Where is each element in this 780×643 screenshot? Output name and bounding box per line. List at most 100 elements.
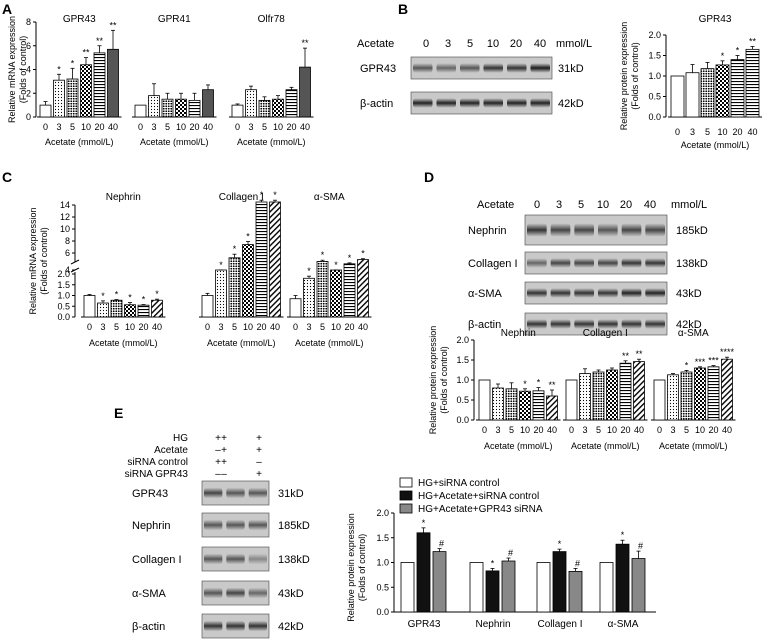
blot-band (621, 319, 642, 329)
y-tick-label: 0.5 (456, 395, 469, 405)
condition-mark: + (221, 457, 227, 468)
significance-mark: * (142, 295, 146, 305)
group-title: GPR41 (158, 14, 191, 25)
x-tick-label: 10 (243, 322, 253, 332)
significance-mark: * (348, 253, 352, 263)
x-tick-label: 0 (87, 322, 92, 332)
blot-kd-label: 185kD (278, 520, 310, 532)
bar (53, 79, 65, 118)
blot-band (226, 620, 245, 632)
y-axis-label-line: (Folds of control) (39, 227, 49, 295)
significance-mark: # (439, 539, 444, 549)
bar (228, 257, 241, 318)
blot-band (460, 98, 480, 108)
bar (39, 104, 52, 118)
legend-swatch (399, 503, 413, 514)
dose-unit: mmol/L (556, 38, 592, 50)
bar (289, 298, 302, 318)
significance-mark: * (537, 378, 541, 388)
x-axis-label: Acetate (mmol/L) (237, 137, 306, 147)
bar (416, 532, 431, 613)
significance-mark: * (219, 260, 223, 270)
dose-label: 10 (487, 38, 499, 50)
blot-kd-label: 138kD (676, 258, 708, 270)
bar (134, 104, 147, 118)
blot-band (598, 319, 618, 329)
bar (400, 562, 415, 613)
significance-mark: * (422, 518, 426, 528)
x-tick-label: 40 (634, 425, 644, 435)
significance-mark: * (233, 244, 237, 254)
y-axis-label-line: (Folds of control) (357, 534, 367, 602)
y-tick-label: 1.0 (648, 71, 661, 81)
x-tick-label: 3 (582, 425, 587, 435)
x-tick-label: 5 (320, 322, 325, 332)
significance-mark: * (621, 530, 625, 540)
blot-header: Acetate (357, 38, 394, 50)
blot-band (574, 319, 594, 329)
group-title: GPR43 (63, 14, 96, 25)
blot-row-label: Nephrin (468, 225, 507, 237)
blot-header: Acetate (477, 199, 514, 211)
bar (285, 89, 298, 118)
y-axis-label: Relative mRNA expression(Folds of contro… (28, 207, 49, 314)
y-tick-label: 2.0 (456, 335, 469, 345)
y-tick-label: 14 (60, 200, 70, 210)
condition-label: siRNA GPR43 (125, 469, 189, 480)
blot-kd-label: 42kD (278, 621, 304, 633)
x-tick-label: 5 (114, 322, 119, 332)
bar (357, 259, 369, 318)
x-tick-label: 0 (43, 122, 48, 132)
x-tick-label: 20 (256, 322, 266, 332)
x-tick-label: 40 (152, 322, 162, 332)
chart-e: 0.0 0.5 1.0 1.5 2.0 Relative protein expressi… (346, 477, 656, 630)
blot-band (645, 223, 665, 237)
group-title: Collagen I (583, 328, 628, 339)
y-tick-label: 2.0 (376, 508, 389, 518)
bar (667, 374, 679, 421)
blot-band (621, 288, 642, 298)
y-tick-label: 1.5 (456, 355, 469, 365)
group-title: α-SMA (314, 192, 345, 203)
bar (721, 358, 733, 421)
bar (83, 295, 96, 318)
blot-band (204, 620, 223, 632)
x-tick-label: 20 (344, 322, 354, 332)
blot-row-label: GPR43 (132, 488, 168, 500)
dose-label: 20 (510, 38, 522, 50)
western-blot-e: HG + + +Acetate – + +siRNA control + + –siRNA GPR… (125, 433, 310, 639)
blot-band (621, 223, 642, 237)
bar (485, 570, 500, 613)
condition-mark: + (215, 433, 221, 444)
y-tick-label: 10 (60, 224, 70, 234)
blot-kd-label: 31kD (278, 488, 304, 500)
blot-row-label: Nephrin (132, 520, 171, 532)
blot-band (413, 98, 433, 108)
x-axis-label: Acetate (mmol/L) (681, 140, 750, 150)
group-title: α-SMA (678, 328, 709, 339)
group-title: Collagen I (219, 192, 264, 203)
bar (66, 78, 79, 118)
condition-label: Acetate (154, 445, 188, 456)
blot-band (527, 223, 547, 237)
y-tick-label: 0.0 (456, 415, 469, 425)
panel-letter-b: B (398, 1, 408, 17)
y-tick-label: 0.0 (376, 607, 389, 617)
western-blot-b: Acetate 0 3 5 10 20 40 mmol/L GPR43 31kD β-actin 42… (357, 38, 592, 115)
blot-band (530, 98, 550, 108)
y-axis-label-line: (Folds of control) (630, 42, 640, 110)
blot-strip (410, 56, 553, 80)
blot-band (460, 63, 480, 73)
x-tick-label: 0 (657, 425, 662, 435)
dose-label: 10 (597, 199, 609, 211)
significance-mark: * (491, 558, 495, 568)
x-tick-label: 5 (684, 425, 689, 435)
y-tick-label: 2.0 (57, 269, 70, 279)
dose-label: 5 (578, 199, 584, 211)
x-tick-label: 5 (165, 122, 170, 132)
x-tick-label: 20 (533, 425, 543, 435)
bar (202, 89, 214, 118)
bar (110, 299, 123, 318)
